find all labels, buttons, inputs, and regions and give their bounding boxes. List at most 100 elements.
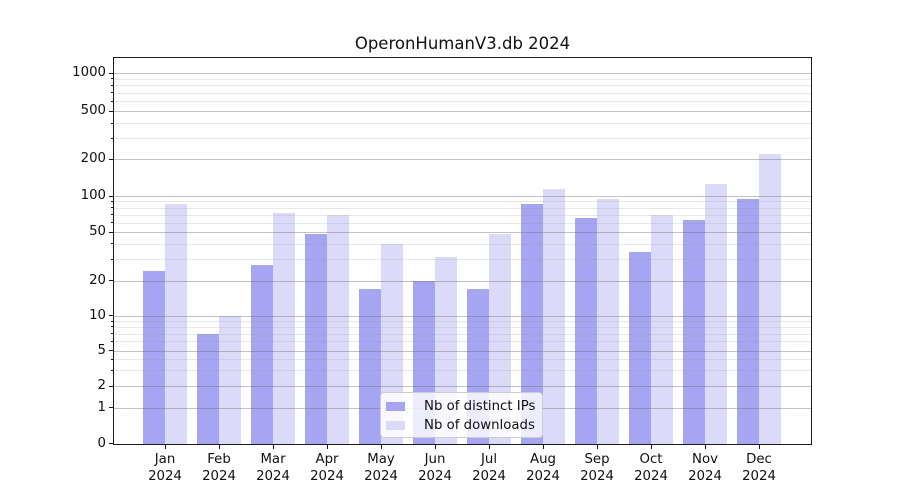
x-tick-mark [596,444,598,449]
x-tick-year: 2024 [526,469,560,484]
y-tick-mark [109,195,114,197]
y-tick-mark-minor [111,207,114,209]
legend-item-distinct-ips: Nb of distinct IPs [386,397,542,416]
gridline-minor [114,85,811,87]
bar-nov-distinct-ips [683,220,705,444]
bar-aug-downloads [543,189,565,444]
y-tick-mark [109,158,114,160]
x-tick-month: Jul [480,452,498,467]
x-tick-label: May 2024 [353,451,409,485]
gridline-major [114,111,811,113]
x-tick-label: Sep 2024 [569,451,625,485]
x-tick-mark [758,444,760,449]
y-tick-mark-minor [111,358,114,360]
x-tick-month: Nov [692,452,718,467]
gridline-minor [114,259,811,261]
y-tick-mark-minor [111,369,114,371]
bar-apr-downloads [327,214,349,444]
x-tick-month: Mar [260,452,286,467]
gridline-minor [114,207,811,209]
bar-sep-downloads [597,199,619,444]
x-tick-label: Feb 2024 [191,451,247,485]
y-tick-mark-minor [111,258,114,260]
x-tick-month: Sep [584,452,610,467]
legend-label-downloads: Nb of downloads [424,418,535,433]
y-tick-label: 100 [80,188,106,203]
x-tick-month: Oct [639,452,663,467]
bar-jul-downloads [489,234,511,444]
x-tick-year: 2024 [364,469,398,484]
bar-apr-distinct-ips [305,234,327,444]
y-tick-mark-minor [111,78,114,80]
gridline-major [114,315,811,317]
x-tick-year: 2024 [634,469,668,484]
gridline-major [114,159,811,161]
gridline-minor [114,359,811,361]
bar-aug-distinct-ips [521,204,543,444]
x-tick-year: 2024 [418,469,452,484]
gridline-minor [114,201,811,203]
x-tick-mark [650,444,652,449]
gridline-major [114,386,811,387]
y-tick-label: 20 [89,272,106,288]
gridline-minor [114,138,811,140]
gridline-major [114,232,811,233]
y-tick-mark-minor [111,84,114,86]
y-tick-mark-minor [111,214,114,216]
bar-nov-downloads [705,184,727,444]
bar-mar-distinct-ips [251,264,273,444]
y-tick-label: 50 [89,224,106,239]
x-tick-year: 2024 [688,469,722,484]
x-tick-year: 2024 [256,469,290,484]
bar-sep-distinct-ips [575,218,597,444]
x-tick-mark [326,444,328,449]
legend-swatch-distinct-ips-icon [386,402,405,411]
y-tick-mark-minor [111,122,114,124]
y-tick-mark-minor [111,326,114,328]
x-tick-mark [380,444,382,449]
bar-may-distinct-ips [359,288,381,444]
y-tick-mark-minor [111,137,114,139]
bar-jan-distinct-ips [143,270,165,444]
bar-mar-downloads [273,213,295,444]
gridline-minor [114,78,811,80]
y-tick-mark [109,443,114,444]
x-tick-mark [704,444,706,449]
x-tick-month: Aug [530,452,556,467]
gridline-minor [114,123,811,124]
y-tick-label: 2 [97,378,106,393]
x-tick-year: 2024 [580,469,614,484]
gridline-minor [114,243,811,245]
x-tick-label: Nov 2024 [677,451,733,485]
gridline-major [114,280,811,282]
x-tick-month: Apr [315,452,339,467]
x-tick-mark [164,444,166,449]
y-tick-label: 1000 [72,65,106,80]
x-tick-label: Jul 2024 [461,451,517,485]
gridline-minor [114,370,811,372]
gridline-minor [114,341,811,343]
x-tick-year: 2024 [310,469,344,484]
legend-label-distinct-ips: Nb of distinct IPs [424,399,536,414]
x-tick-mark [218,444,220,449]
y-tick-label: 5 [97,342,106,358]
bar-dec-distinct-ips [737,199,759,444]
y-tick-mark-minor [111,340,114,342]
x-tick-year: 2024 [148,469,182,484]
bar-feb-distinct-ips [197,333,219,444]
y-tick-mark-minor [111,333,114,335]
legend-swatch-downloads-icon [386,421,405,430]
x-tick-mark [272,444,274,449]
y-tick-label: 10 [89,307,106,323]
gridline-major [114,350,811,352]
y-tick-mark [109,280,114,281]
x-tick-label: Jan 2024 [137,451,193,485]
x-tick-month: Feb [207,452,231,467]
y-tick-mark [109,72,114,74]
y-tick-label: 200 [80,151,106,167]
y-tick-mark-minor [111,222,114,224]
x-tick-mark [434,444,436,449]
y-tick-mark-minor [111,243,114,245]
chart-title: OperonHumanV3.db 2024 [354,34,571,53]
y-tick-mark-minor [111,100,114,102]
